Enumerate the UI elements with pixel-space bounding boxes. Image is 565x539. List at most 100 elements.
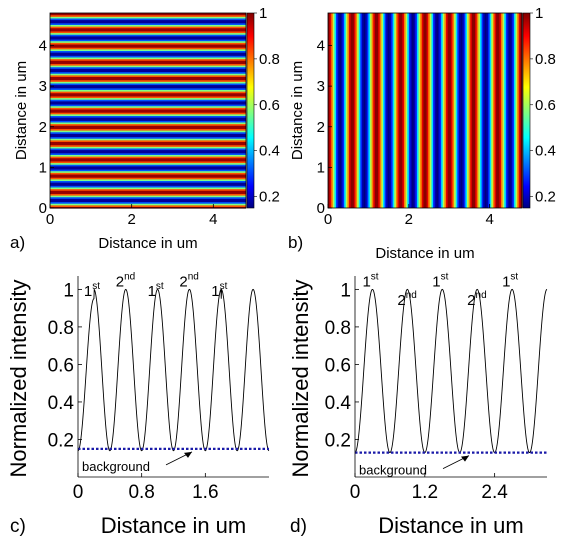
heatmap-cell — [465, 13, 468, 208]
x-axis-label: Distance in um — [375, 245, 474, 262]
heatmap-cell — [410, 13, 413, 208]
heatmap-cell — [50, 86, 246, 89]
heatmap-cell — [50, 32, 246, 35]
peak-order-label: 1st — [211, 281, 227, 300]
heatmap-cell — [431, 13, 434, 208]
heatmap-cell — [340, 13, 344, 208]
heatmap-cell — [413, 13, 416, 208]
heatmap-cell — [50, 182, 246, 185]
heatmap-cell — [50, 95, 246, 99]
y-tick-label: 1 — [63, 280, 74, 301]
y-tick-label: 0.6 — [325, 355, 351, 376]
heatmap-cell — [50, 170, 246, 173]
heatmap-cell — [50, 99, 246, 102]
heatmap-cell — [478, 13, 481, 208]
heatmap-cell — [50, 69, 246, 73]
heatmap-cell — [50, 55, 246, 58]
y-axis-label: Distance in um — [289, 61, 306, 160]
heatmap-cell — [50, 53, 246, 56]
heatmap-cell — [50, 147, 246, 151]
heatmap-cell — [50, 190, 246, 193]
heatmap-cell — [387, 13, 391, 208]
heatmap-cell — [457, 13, 460, 208]
peak-order-label: 2nd — [397, 290, 416, 309]
heatmap-cell — [513, 13, 517, 208]
heatmap-cell — [460, 13, 463, 208]
y-tick-label: 0.2 — [48, 430, 74, 451]
heatmap-cell — [50, 188, 246, 191]
heatmap-cell — [50, 79, 246, 82]
heatmap-cell — [462, 13, 465, 208]
heatmap-cell — [434, 13, 437, 208]
heatmap-cell — [50, 130, 246, 133]
heatmap-cell — [50, 115, 246, 118]
heatmap-cell — [423, 13, 426, 208]
heatmap-cell — [50, 39, 246, 42]
x-tick-label: 4 — [485, 211, 493, 228]
heatmap-cell — [467, 13, 470, 208]
heatmap-cell — [376, 13, 379, 208]
heatmap-cell — [446, 13, 449, 208]
heatmap-cell — [50, 35, 246, 38]
heatmap-cell — [395, 13, 399, 208]
heatmap-cell — [50, 133, 246, 136]
heatmap-cell — [50, 113, 246, 116]
heatmap-cell — [50, 73, 246, 76]
heatmap-cell — [50, 177, 246, 180]
heatmap-cell — [384, 13, 387, 208]
heatmap-cell — [475, 13, 478, 208]
heatmap-cell — [50, 172, 246, 175]
heatmap-cell — [50, 118, 246, 121]
background-label: background — [82, 459, 150, 474]
heatmap-cell — [50, 94, 246, 97]
colorbar — [246, 12, 255, 209]
y-tick-label: 0 — [317, 200, 325, 217]
colorbar-tick-label: 0.2 — [535, 189, 556, 206]
heatmap-cell — [342, 13, 345, 208]
x-tick-label: 1.6 — [192, 482, 218, 503]
y-tick-label: 1 — [317, 159, 325, 176]
heatmap-cell — [394, 13, 397, 208]
intensity-curve — [77, 288, 270, 452]
y-tick-label: 0 — [39, 200, 47, 217]
heatmap-cell — [486, 13, 489, 208]
heatmap-cell — [50, 82, 246, 86]
background-arrowhead — [461, 455, 469, 462]
heatmap-cell — [358, 13, 361, 208]
heatmap-cell — [379, 13, 382, 208]
heatmap-cell — [50, 186, 246, 190]
heatmap-cell — [50, 110, 246, 113]
heatmap-cell — [463, 13, 467, 208]
heatmap-cell — [50, 185, 246, 188]
heatmap-cell — [504, 13, 507, 208]
peak-order-label: 1st — [84, 281, 100, 300]
panel-label: d) — [290, 516, 307, 537]
colorbar-tick-label: 0.4 — [259, 143, 280, 160]
heatmap-cell — [374, 13, 378, 208]
intensity-curve — [354, 288, 548, 454]
heatmap-cell — [50, 164, 246, 167]
heatmap-cell — [50, 104, 246, 107]
heatmap-cell — [505, 13, 509, 208]
y-axis-label: Normalized intensity — [6, 279, 31, 477]
y-tick-label: 2 — [317, 119, 325, 136]
plot-frame — [327, 12, 523, 209]
heatmap-cell — [50, 112, 246, 115]
heatmap-cell — [50, 120, 246, 123]
heatmap-cell — [509, 13, 512, 208]
heatmap-cell — [50, 117, 246, 120]
heatmap-cell — [50, 183, 246, 186]
heatmap-cell — [520, 13, 523, 208]
heatmap-cell — [499, 13, 502, 208]
heatmap-cell — [365, 13, 368, 208]
heatmap-cell — [399, 13, 402, 208]
heatmap-cell — [50, 58, 246, 61]
heatmap-cell — [50, 143, 246, 146]
colorbar-tick-label: 0.6 — [535, 97, 556, 114]
plot-frame — [49, 12, 247, 209]
heatmap-cell — [334, 13, 337, 208]
heatmap-cell — [476, 13, 479, 208]
heatmap-cell — [50, 121, 246, 125]
heatmap-cell — [50, 198, 246, 201]
heatmap-cell — [50, 89, 246, 92]
